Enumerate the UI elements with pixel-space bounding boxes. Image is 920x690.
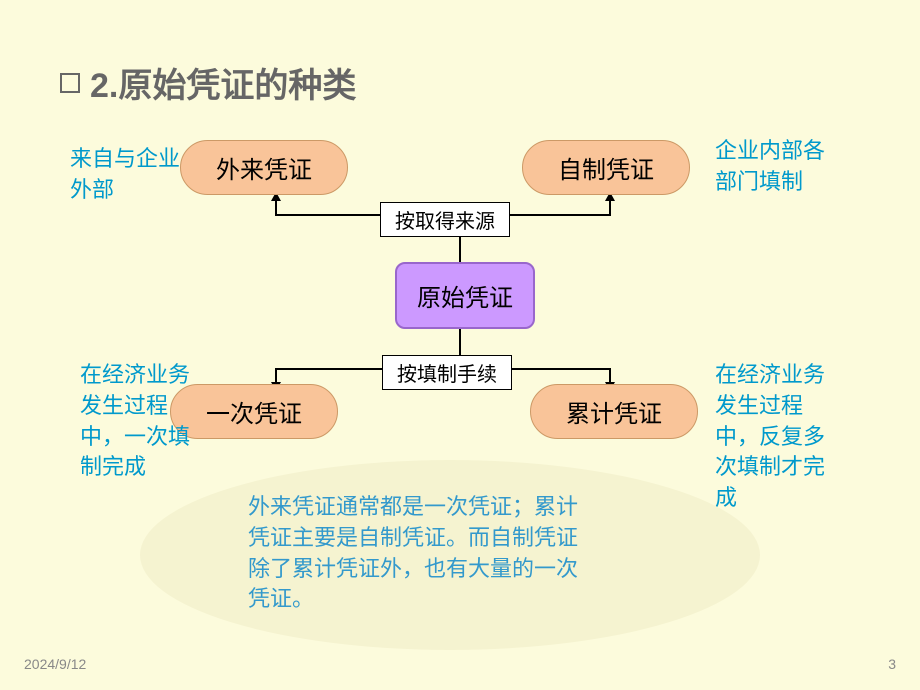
label-method: 按填制手续 bbox=[382, 355, 512, 390]
annotation-br: 在经济业务发生过程中，反复多次填制才完成 bbox=[715, 360, 845, 514]
footer-page: 3 bbox=[888, 656, 896, 672]
annotation-tl: 来自与企业外部 bbox=[70, 144, 180, 206]
node-cumulative-voucher: 累计凭证 bbox=[530, 384, 698, 439]
node-external-voucher: 外来凭证 bbox=[180, 140, 348, 195]
line-bot-right-vert bbox=[609, 368, 611, 382]
footer-date: 2024/9/12 bbox=[24, 656, 86, 672]
line-top-right-vert bbox=[609, 200, 611, 216]
line-top-left-vert bbox=[275, 200, 277, 216]
node-selfmade-voucher: 自制凭证 bbox=[522, 140, 690, 195]
node-original-voucher: 原始凭证 bbox=[395, 262, 535, 329]
annotation-tr: 企业内部各部门填制 bbox=[715, 136, 845, 198]
slide: 2.原始凭证的种类 按取得来源 按填制手续 外来凭证 自制凭证 一次凭证 累计凭… bbox=[0, 0, 920, 690]
heading-text: 2.原始凭证的种类 bbox=[90, 58, 356, 107]
line-bot-left-vert bbox=[275, 368, 277, 382]
annotation-bl: 在经济业务发生过程中，一次填制完成 bbox=[80, 360, 210, 483]
label-source: 按取得来源 bbox=[380, 202, 510, 237]
heading-bullet-icon bbox=[60, 73, 80, 93]
slide-heading: 2.原始凭证的种类 bbox=[60, 58, 356, 107]
explanation-text: 外来凭证通常都是一次凭证；累计凭证主要是自制凭证。而自制凭证除了累计凭证外，也有… bbox=[248, 492, 588, 615]
